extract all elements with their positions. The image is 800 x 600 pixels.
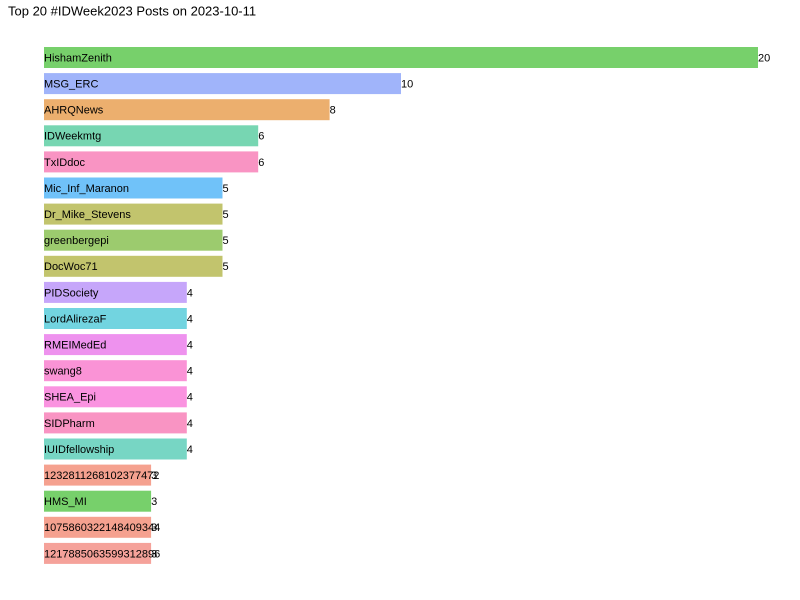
bar: [44, 73, 401, 95]
bar: [44, 438, 187, 460]
value-label: 5: [223, 183, 229, 195]
bar-label: IDWeekmtg: [44, 131, 101, 143]
bar-label: 1075860322148409344: [44, 522, 160, 534]
bar: [44, 334, 187, 356]
value-label: 4: [187, 444, 193, 456]
bar-label: greenbergepi: [44, 235, 109, 247]
bar: [44, 47, 758, 68]
bar-label: 1217885063599312896: [44, 548, 160, 560]
value-label: 3: [151, 470, 157, 482]
bar: [44, 151, 259, 173]
bar: [44, 177, 223, 199]
bar-label: Dr_Mike_Stevens: [44, 209, 131, 221]
value-label: 20: [758, 52, 770, 64]
bar-label: IUIDfellowship: [44, 444, 114, 456]
value-label: 3: [151, 522, 157, 534]
value-label: 4: [187, 366, 193, 378]
bar: [44, 386, 187, 408]
bar-label: PIDSociety: [44, 287, 99, 299]
bar-label: HMS_MI: [44, 496, 87, 508]
bar-label: swang8: [44, 366, 82, 378]
bar: [44, 99, 330, 121]
bar-label: 1232811268102377472: [44, 470, 159, 482]
bar-label: SHEA_Epi: [44, 392, 96, 404]
bar-label: RMEIMedEd: [44, 340, 106, 352]
bar-label: AHRQNews: [44, 105, 104, 117]
value-label: 3: [151, 496, 157, 508]
bar: [44, 516, 152, 538]
value-label: 8: [330, 105, 336, 117]
bar: [44, 281, 187, 303]
bar-label: Mic_Inf_Maranon: [44, 183, 129, 195]
value-label: 4: [187, 313, 193, 325]
bar-label: DocWoc71: [44, 261, 98, 273]
bar: [44, 412, 187, 434]
bar: [44, 203, 223, 225]
value-label: 6: [258, 131, 264, 143]
value-label: 4: [187, 392, 193, 404]
bar-label: LordAlirezaF: [44, 313, 107, 325]
bar: [44, 125, 259, 147]
bar-label: SIDPharm: [44, 418, 95, 430]
chart-title: Top 20 #IDWeek2023 Posts on 2023-10-11: [8, 3, 256, 18]
bar: [44, 542, 152, 564]
value-label: 5: [223, 209, 229, 221]
bar: [44, 490, 152, 512]
bar: [44, 255, 223, 277]
bar: [44, 464, 152, 486]
bar-label: MSG_ERC: [44, 79, 98, 91]
value-label: 5: [223, 235, 229, 247]
value-label: 10: [401, 79, 413, 91]
value-label: 5: [223, 261, 229, 273]
bar: [44, 360, 187, 382]
value-label: 4: [187, 340, 193, 352]
value-label: 4: [187, 418, 193, 430]
bar-label: TxIDdoc: [44, 157, 85, 169]
value-label: 4: [187, 287, 193, 299]
bar-label: HishamZenith: [44, 52, 112, 64]
bar: [44, 308, 187, 329]
bar: [44, 229, 223, 251]
value-label: 3: [151, 548, 157, 560]
value-label: 6: [258, 157, 264, 169]
